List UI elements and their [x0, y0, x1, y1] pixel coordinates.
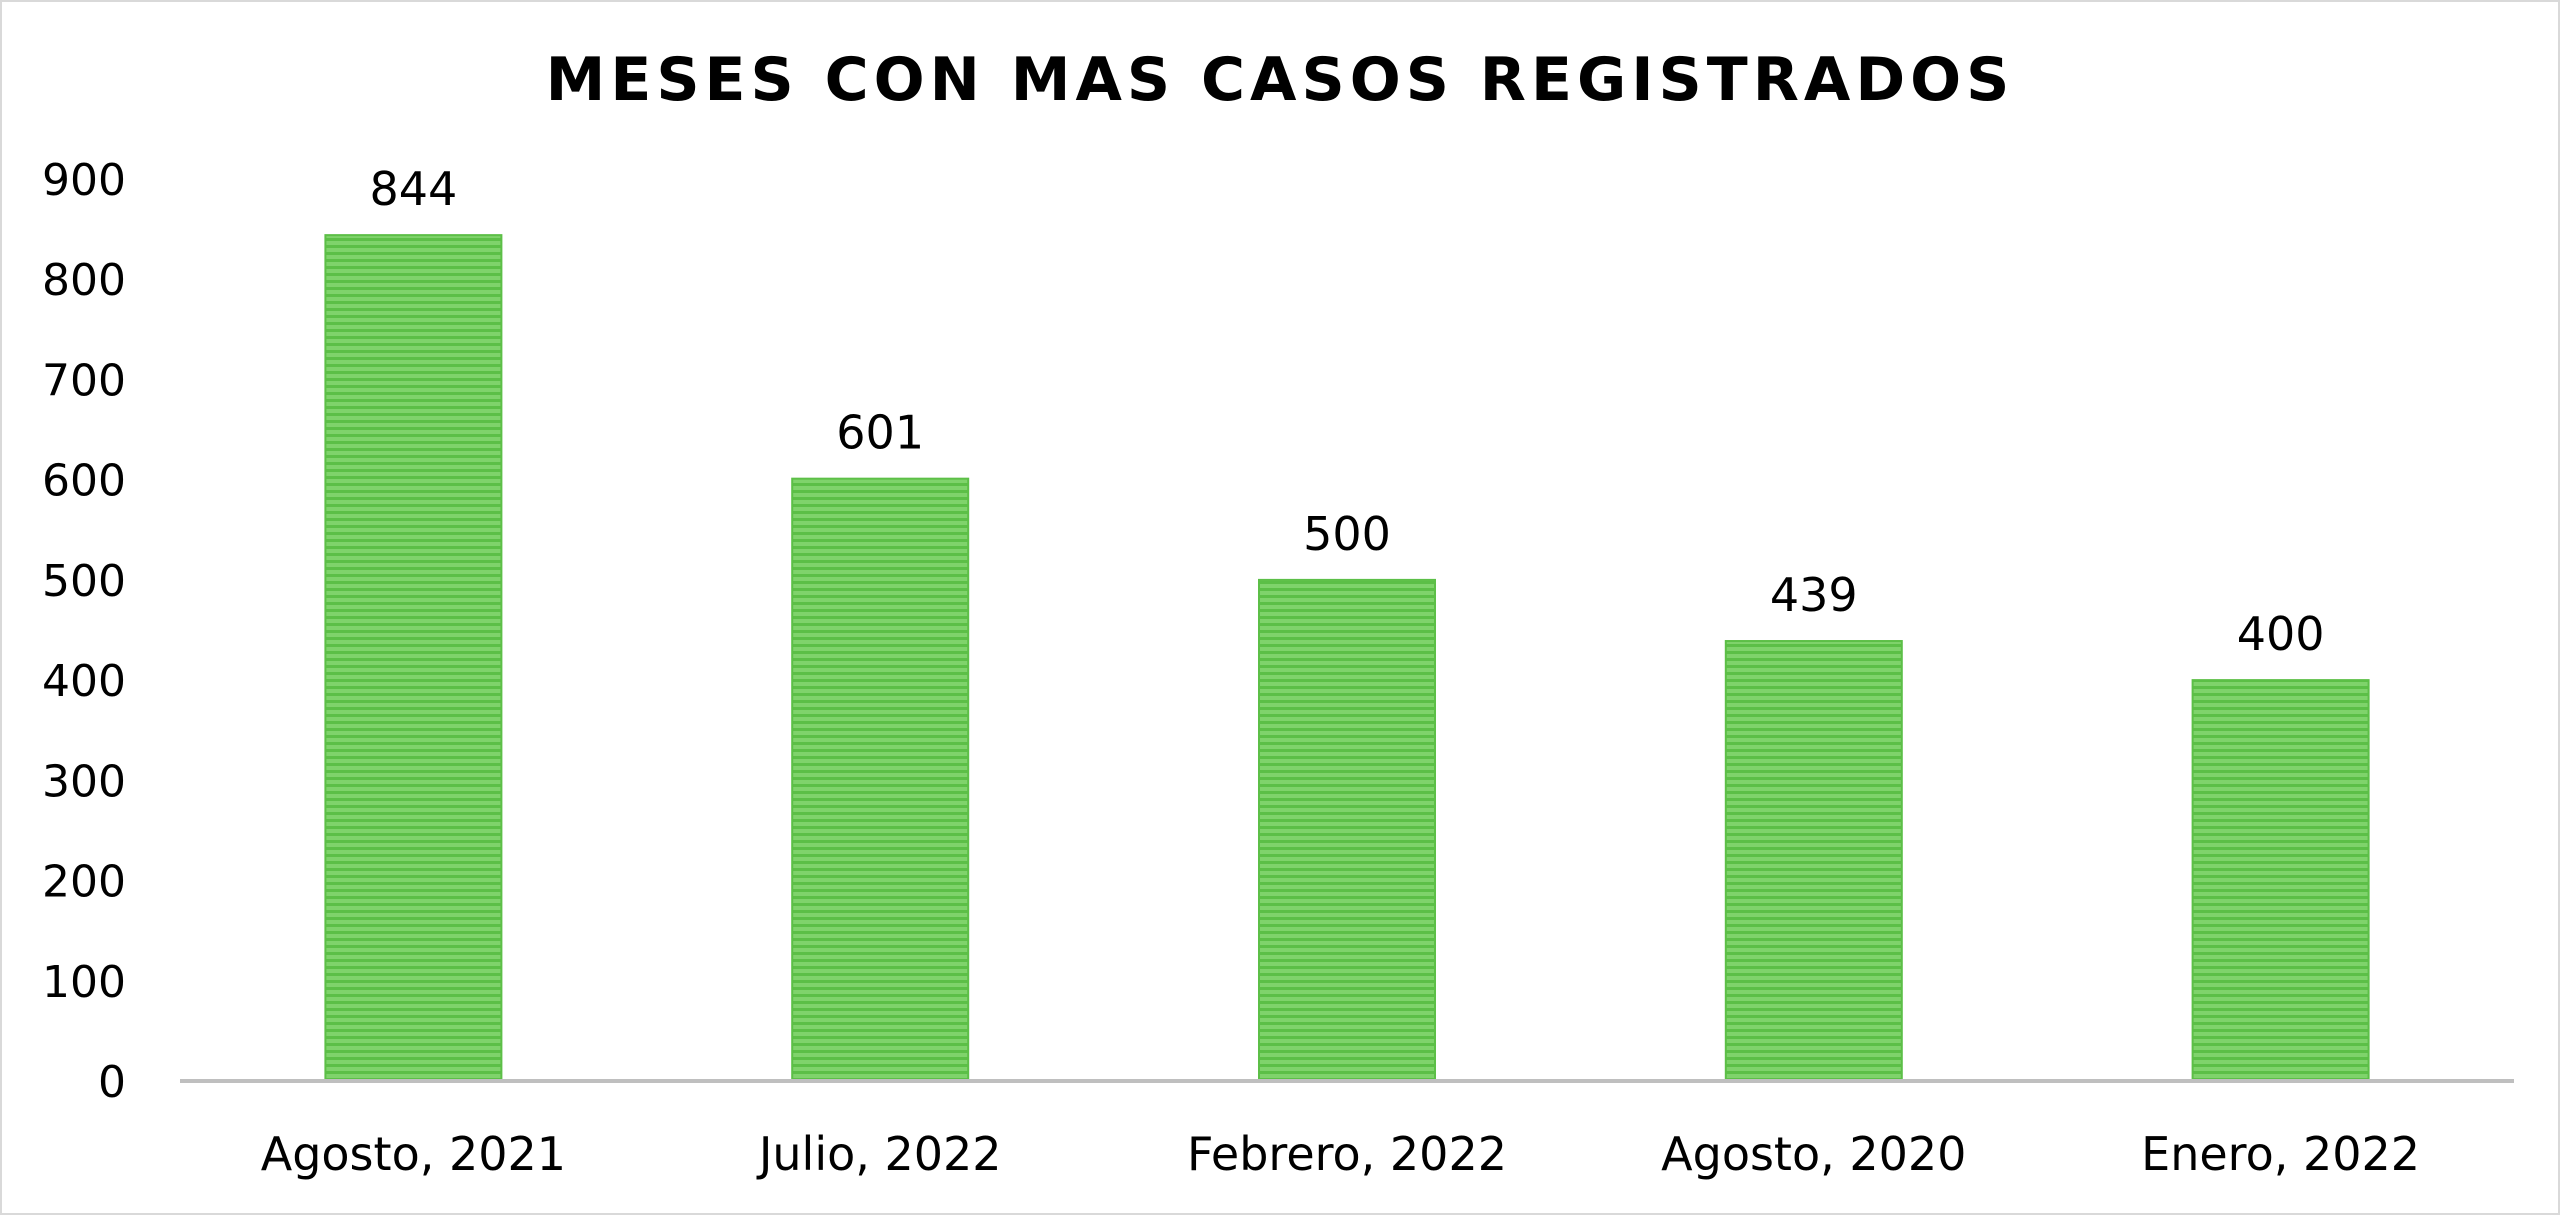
x-tick-label: Agosto, 2020 — [1661, 1127, 1966, 1181]
bar — [791, 477, 970, 1083]
y-tick-label: 500 — [42, 556, 126, 607]
y-tick-label: 700 — [42, 355, 126, 406]
y-tick-label: 800 — [42, 255, 126, 306]
y-axis: 0 100 200 300 400 500 600 700 800 900 — [42, 155, 126, 1108]
y-tick-label: 900 — [42, 155, 126, 206]
bar — [2191, 679, 2370, 1082]
chart-title: MESES CON MAS CASOS REGISTRADOS — [546, 45, 2015, 115]
data-labels-group: 844 601 500 439 400 — [369, 162, 2324, 661]
bar — [1258, 578, 1436, 1083]
x-axis: Agosto, 2021 Julio, 2022 Febrero, 2022 Agos… — [261, 1127, 2420, 1181]
data-label: 500 — [1303, 507, 1391, 561]
y-tick-label: 200 — [42, 857, 126, 908]
data-label: 439 — [1770, 568, 1858, 622]
y-tick-label: 600 — [42, 456, 126, 507]
bar — [324, 234, 503, 1082]
y-tick-label: 400 — [42, 656, 126, 707]
y-tick-label: 100 — [42, 957, 126, 1008]
x-tick-label: Febrero, 2022 — [1187, 1127, 1507, 1181]
y-tick-label: 0 — [98, 1057, 126, 1108]
x-tick-label: Julio, 2022 — [756, 1127, 1002, 1181]
data-label: 400 — [2237, 607, 2325, 661]
x-tick-label: Enero, 2022 — [2141, 1127, 2420, 1181]
bar — [1724, 640, 1903, 1082]
bars-group — [324, 234, 2370, 1083]
data-label: 601 — [836, 406, 924, 460]
data-label: 844 — [369, 162, 457, 216]
x-tick-label: Agosto, 2021 — [261, 1127, 566, 1181]
y-tick-label: 300 — [42, 756, 126, 807]
